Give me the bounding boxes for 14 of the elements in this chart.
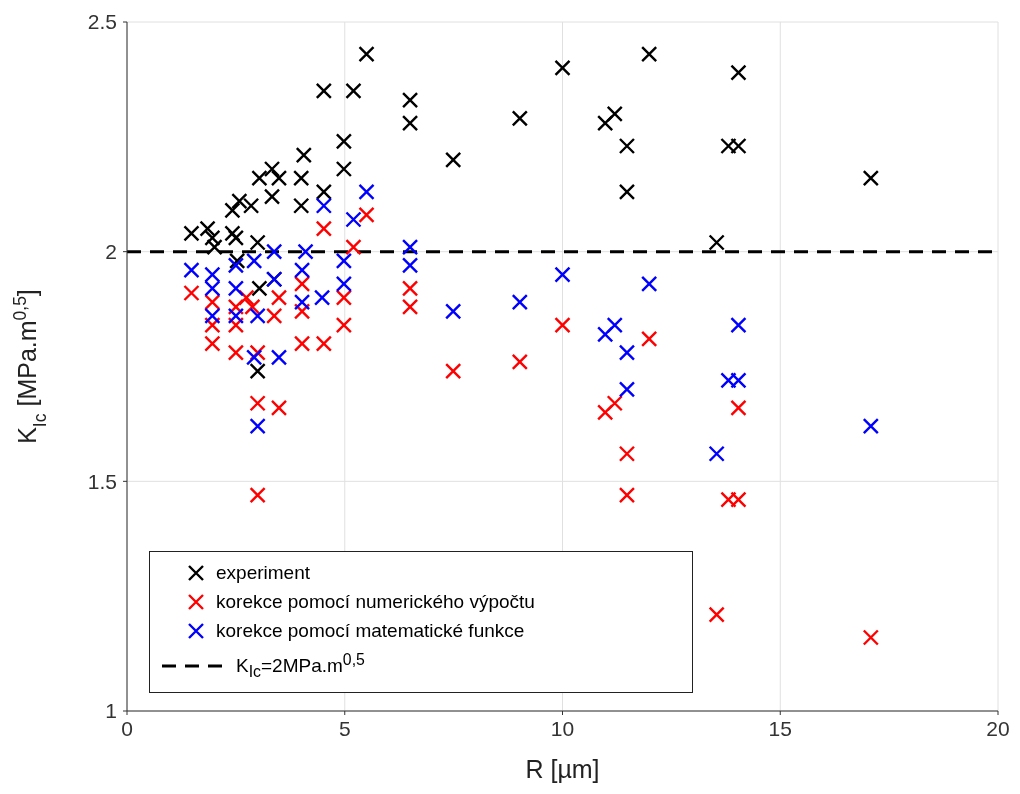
x-tick-label: 15 [768, 716, 792, 740]
x-tick-label: 5 [338, 716, 351, 740]
x-axis-title: R [µm] [525, 755, 600, 783]
legend-label: K$_{Ic}$=2MPa.m$^{0,5}$ [236, 651, 365, 681]
y-tick-label: 2.5 [87, 10, 117, 34]
y-tick-label: 2 [105, 240, 117, 264]
y-tick-label: 1 [105, 699, 117, 723]
x-tick-label: 10 [550, 716, 575, 740]
legend-label: experiment [216, 561, 310, 585]
y-tick-label: 1.5 [87, 469, 117, 493]
legend-label: korekce pomocí matematické funkce [216, 619, 525, 643]
x-tick-label: 0 [121, 716, 133, 740]
x-tick-label: 20 [986, 716, 1010, 740]
legend-label: korekce pomocí numerického výpočtu [216, 590, 535, 614]
